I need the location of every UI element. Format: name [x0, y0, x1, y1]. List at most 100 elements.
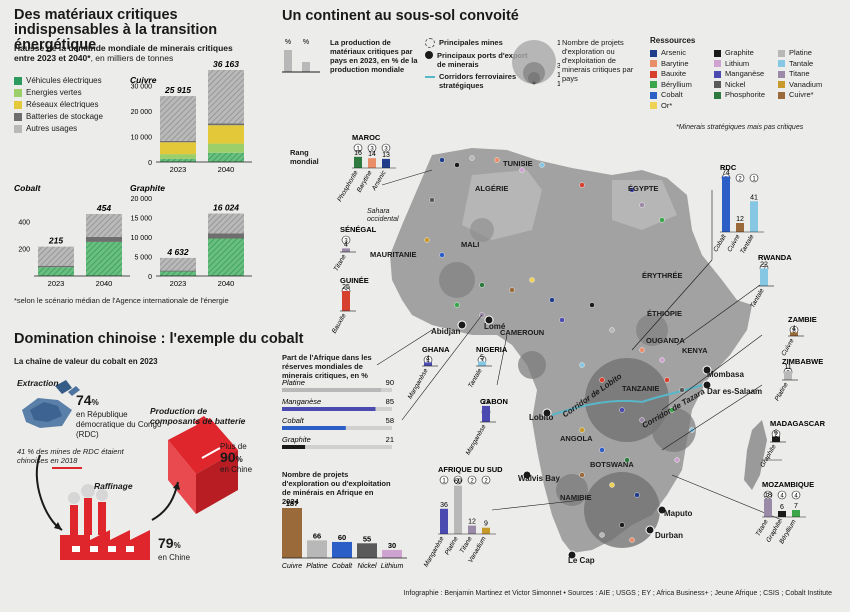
- ytick-label: 200: [18, 247, 30, 254]
- share-category-label: Graphite: [282, 435, 311, 444]
- projects-bar: [282, 508, 302, 558]
- share-bar: [282, 388, 381, 392]
- extraction-text: en République démocratique du Congo (RDC…: [76, 410, 162, 439]
- projects-bar: [357, 543, 377, 558]
- projects-chart-title-text: Nombre de projets d'exploration ou d'exp…: [282, 470, 391, 506]
- label-tanzanie: TANZANIE: [622, 384, 660, 393]
- mine-dot: [439, 252, 445, 258]
- mine-dot: [619, 522, 625, 528]
- resource-label: Lithium: [725, 58, 750, 68]
- resource-item: Nickel: [714, 80, 778, 91]
- projects-chart-title: Nombre de projets d'exploration ou d'exp…: [282, 470, 392, 506]
- resources-title: Ressources: [650, 36, 696, 45]
- production-legend-icon: % %: [282, 39, 320, 73]
- mine-dot: [679, 387, 685, 393]
- bar-segment: [160, 257, 196, 271]
- legend-swatch: [14, 88, 22, 97]
- resource-item: Béryllium: [650, 80, 714, 91]
- legend-swatch: [14, 112, 22, 121]
- mine-dot: [634, 492, 640, 498]
- map-symbol-legend: Principales mines Principaux ports d'exp…: [425, 38, 535, 93]
- legend-rail: Corridors ferroviaires stratégiques: [425, 72, 535, 90]
- resource-item: Cuivre*: [778, 90, 840, 101]
- label-erythree: ÉRYTHRÉE: [642, 271, 683, 280]
- bar-value-label: 215: [48, 236, 63, 246]
- cobalt-illustration: [22, 380, 238, 560]
- port-marker: [567, 550, 577, 560]
- legend-label: Autres usages: [26, 124, 78, 133]
- bar-segment: [86, 236, 122, 242]
- port-marker: [702, 365, 712, 375]
- mine-dot: [429, 197, 435, 203]
- mine-dot: [509, 287, 515, 293]
- scale-13: 13: [557, 72, 560, 79]
- scale-1: 1: [557, 81, 560, 88]
- resource-swatch: [650, 91, 657, 99]
- rang-mondial-label: Rang mondial: [290, 148, 319, 166]
- resource-swatch: [778, 60, 785, 68]
- projects-bar: [382, 549, 402, 558]
- bar-segment: [160, 154, 196, 159]
- label-sahara: Sahara occidental: [367, 208, 399, 223]
- port-lobito: Lobito: [529, 413, 554, 422]
- label-mali: MALI: [461, 240, 480, 249]
- extraction-pct: 74: [76, 392, 92, 408]
- label-angola: ANGOLA: [560, 434, 593, 443]
- refining-pct: 79: [158, 535, 174, 551]
- cobalt-title: Domination chinoise : l'exemple du cobal…: [14, 331, 304, 347]
- mine-dot: [599, 532, 605, 538]
- resource-label: Titane: [789, 69, 810, 78]
- extraction-label: Extraction: [17, 378, 59, 388]
- share-bar: [282, 426, 346, 430]
- label-ethiopie: ÉTHIOPIE: [647, 309, 683, 318]
- chart-cobalt: Cobalt 200 400 215 2023 454 2040: [14, 183, 130, 288]
- africa-map: [376, 148, 783, 560]
- bar-segment: [38, 246, 74, 266]
- port-lecap: Le Cap: [568, 556, 595, 565]
- resource-label: Cuivre*: [789, 90, 814, 99]
- resource-swatch: [714, 60, 721, 68]
- port-marker: [542, 408, 552, 418]
- resource-swatch: [778, 81, 785, 89]
- mine-dot: [494, 157, 500, 163]
- svg-text:%: %: [285, 39, 291, 46]
- projects-category-label: Platine: [306, 563, 328, 570]
- resource-item: Barytine: [650, 59, 714, 70]
- resource-swatch: [650, 70, 657, 78]
- ytick-label: 400: [18, 219, 30, 226]
- legend-item-other: Autres usages: [14, 124, 122, 133]
- share-value-label: 85: [386, 397, 394, 406]
- mine-dot: [529, 277, 535, 283]
- label-botswana: BOTSWANA: [590, 460, 634, 469]
- category-label: 2023: [48, 279, 65, 288]
- mine-dot: [609, 327, 615, 333]
- battery-icon: [168, 416, 238, 514]
- resource-swatch: [650, 81, 657, 89]
- battery-stat: Plus de 90% en Chine: [220, 442, 280, 475]
- category-label: 2040: [218, 279, 235, 288]
- resource-item: Cobalt: [650, 90, 714, 101]
- category-label: 2040: [218, 165, 235, 174]
- ytick-label: 0: [148, 160, 152, 167]
- battery-pct-sign: %: [235, 455, 243, 464]
- resource-swatch: [714, 70, 721, 78]
- share-bar: [282, 445, 306, 449]
- mine-dot: [579, 362, 585, 368]
- label-kenya: KENYA: [682, 346, 708, 355]
- projects-category-label: Lithium: [381, 563, 404, 570]
- resource-item: Phosphorite: [714, 90, 778, 101]
- bar-segment: [160, 271, 196, 276]
- ytick-label: 5 000: [134, 255, 152, 262]
- legend-rail-label: Corridors ferroviaires stratégiques: [439, 72, 517, 90]
- bar-value-label: 454: [96, 203, 111, 213]
- resource-label: Barytine: [661, 58, 689, 68]
- resource-item: Titane: [778, 69, 840, 80]
- resources-legend: Arsenic Graphite Platine Barytine Lithium Tan…: [650, 48, 840, 111]
- mine-symbol-icon: [425, 38, 435, 48]
- legend-production: La production de matériaux critiques par…: [330, 38, 418, 74]
- ytick-label: 30 000: [131, 84, 153, 91]
- projects-value-label: 187: [286, 499, 299, 508]
- resource-swatch: [778, 91, 785, 99]
- mine-dot: [454, 162, 460, 168]
- demand-charts: Cuivre 0 10 000 20 000 30 000 25 915 2023 36 16…: [14, 59, 252, 288]
